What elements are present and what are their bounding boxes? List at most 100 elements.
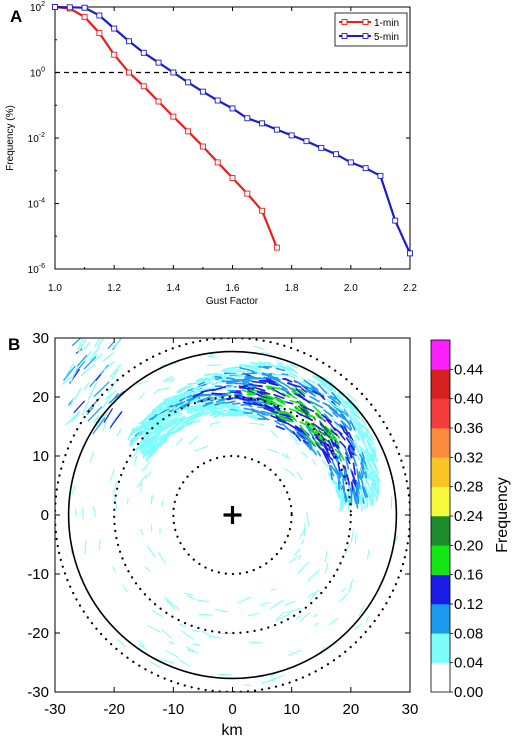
frequency-cell xyxy=(214,401,225,406)
frequency-cell xyxy=(348,414,358,425)
frequency-cell xyxy=(300,451,308,458)
frequency-cell xyxy=(176,424,186,429)
frequency-cell xyxy=(343,470,347,481)
x-tick-label: 10 xyxy=(283,701,300,718)
frequency-cell xyxy=(307,408,315,413)
frequency-cell xyxy=(172,416,185,422)
data-point xyxy=(362,165,369,172)
frequency-cell xyxy=(160,401,169,407)
frequency-cell xyxy=(321,459,328,467)
frequency-cell xyxy=(289,399,304,405)
frequency-cell xyxy=(371,477,375,488)
frequency-cell xyxy=(69,397,75,407)
panel-a-letter: A xyxy=(10,7,22,26)
frequency-cell xyxy=(268,382,279,387)
frequency-cell xyxy=(333,392,342,400)
frequency-cell xyxy=(239,384,249,388)
frequency-cell xyxy=(343,408,349,416)
frequency-cell xyxy=(327,439,335,453)
frequency-cell xyxy=(370,455,375,462)
frequency-cell xyxy=(323,431,331,438)
colorbar: 0.44 0.40 0.36 0.32 0.28 0.24 0.20 0.16 0.12 0.08… xyxy=(430,339,483,701)
y-tick-label: 0 xyxy=(41,507,49,524)
frequency-cell xyxy=(345,437,356,451)
frequency-cell xyxy=(309,395,320,403)
frequency-cell xyxy=(214,375,223,379)
frequency-cell xyxy=(83,382,90,390)
frequency-cell xyxy=(196,599,210,603)
frequency-cell xyxy=(150,436,159,448)
frequency-cell xyxy=(371,487,377,498)
frequency-cell xyxy=(242,380,254,386)
frequency-cell xyxy=(235,396,250,402)
series-5-min xyxy=(52,4,413,257)
frequency-cell xyxy=(328,464,333,472)
frequency-cell xyxy=(82,342,90,351)
frequency-cell xyxy=(151,495,153,502)
frequency-cell xyxy=(356,482,360,491)
frequency-cell xyxy=(140,529,144,536)
frequency-cell xyxy=(136,426,142,432)
frequency-cell xyxy=(276,360,284,365)
colorbar-segment xyxy=(431,428,450,458)
frequency-cell xyxy=(350,578,354,586)
colorbar-segment xyxy=(431,486,450,517)
frequency-cell xyxy=(314,412,321,419)
frequency-cell xyxy=(223,385,235,390)
frequency-cell xyxy=(268,677,277,682)
frequency-cell xyxy=(161,629,173,639)
data-point xyxy=(155,98,162,105)
frequency-cell xyxy=(332,411,339,418)
y-tick-label: 10-4 xyxy=(28,198,45,211)
y-tick-label: 100 xyxy=(30,67,45,80)
frequency-cell xyxy=(328,384,337,393)
frequency-cell xyxy=(357,479,362,490)
frequency-cell xyxy=(86,407,94,415)
frequency-cell xyxy=(179,401,192,409)
frequency-cell xyxy=(196,406,203,412)
frequency-cell xyxy=(138,439,147,450)
frequency-field xyxy=(61,338,399,686)
frequency-cell xyxy=(179,623,187,628)
frequency-cell xyxy=(356,468,360,481)
frequency-cell xyxy=(330,465,338,475)
frequency-cell xyxy=(289,555,298,564)
frequency-cell xyxy=(335,483,340,498)
data-point xyxy=(273,244,280,251)
frequency-cell xyxy=(159,658,175,664)
colorbar-tick-label: 0.28 xyxy=(454,479,483,496)
data-point xyxy=(96,30,103,37)
frequency-cell xyxy=(163,400,179,406)
frequency-cell xyxy=(172,396,180,402)
data-point xyxy=(140,83,147,90)
frequency-cell xyxy=(294,433,307,441)
frequency-cell xyxy=(246,366,262,371)
frequency-cell xyxy=(103,408,113,423)
frequency-cell xyxy=(136,474,147,488)
frequency-cell xyxy=(214,608,229,613)
data-point xyxy=(288,132,295,139)
frequency-cell xyxy=(279,417,294,423)
frequency-cell xyxy=(306,443,312,451)
frequency-cell xyxy=(344,418,351,425)
frequency-cell xyxy=(358,425,366,438)
frequency-cell xyxy=(243,411,253,415)
y-tick-label: 10 xyxy=(32,448,49,465)
frequency-cell xyxy=(215,398,225,403)
frequency-cell xyxy=(249,422,265,425)
data-point xyxy=(214,97,221,104)
frequency-cell xyxy=(154,423,162,432)
frequency-cell xyxy=(266,361,277,368)
frequency-cell xyxy=(354,411,361,420)
frequency-cell xyxy=(275,613,290,622)
frequency-cell xyxy=(261,413,270,416)
frequency-cell xyxy=(259,602,270,606)
frequency-cell xyxy=(322,444,331,456)
frequency-cell xyxy=(357,420,365,429)
frequency-cell xyxy=(65,411,80,426)
frequency-cell xyxy=(154,443,160,451)
legend-marker xyxy=(341,33,348,39)
frequency-cell xyxy=(298,388,306,395)
frequency-cell xyxy=(88,345,101,362)
frequency-cell xyxy=(87,406,103,422)
